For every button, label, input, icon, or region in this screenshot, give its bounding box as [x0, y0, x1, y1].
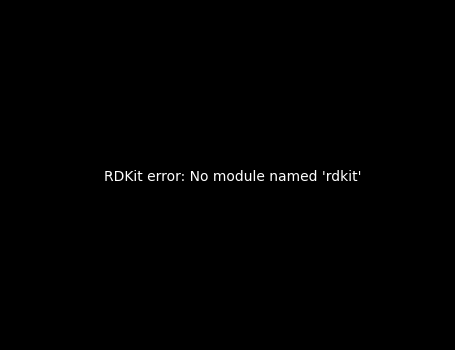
Text: RDKit error: No module named 'rdkit': RDKit error: No module named 'rdkit'	[105, 170, 362, 184]
